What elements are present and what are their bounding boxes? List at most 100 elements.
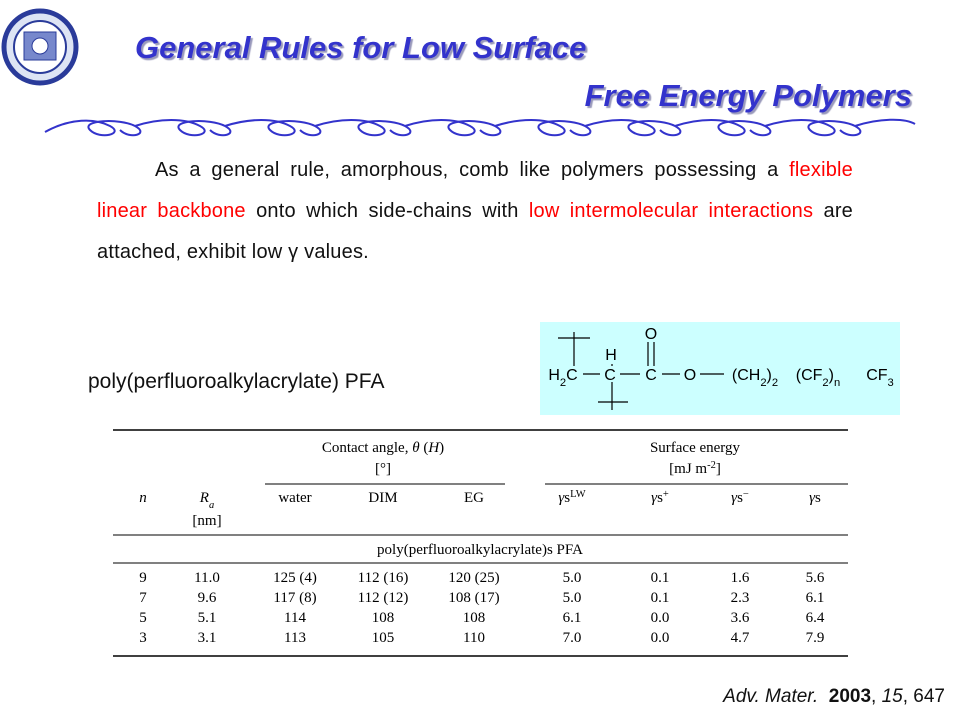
text-run: , <box>871 686 882 707</box>
text: [mJ m-2] <box>669 460 721 478</box>
text-run: water <box>278 490 311 506</box>
text: 11.0 <box>194 570 220 586</box>
text-run: θ <box>412 440 420 456</box>
text-run: ] <box>716 461 721 477</box>
text-run: 2 <box>560 377 566 389</box>
text-run: Contact angle, <box>322 440 412 456</box>
text: DIM <box>368 490 397 506</box>
text-run: n <box>139 490 147 506</box>
text-run: s <box>815 490 821 506</box>
text-run <box>818 686 829 707</box>
text: 5.0 <box>563 590 582 606</box>
text: 112 (12) <box>358 590 409 606</box>
text: 6.1 <box>806 590 825 606</box>
text-run: C <box>645 367 657 384</box>
paragraph: As a general rule, amorphous, comb like … <box>97 150 853 273</box>
text: Surface energy <box>650 440 741 456</box>
text: 7.9 <box>806 630 825 646</box>
text: 6.4 <box>806 610 825 626</box>
text: (CF2)n <box>796 367 840 389</box>
text-run: ) <box>439 440 444 456</box>
text: 0.1 <box>651 570 670 586</box>
text: γs− <box>731 489 749 507</box>
text-run: H <box>427 440 440 456</box>
text: 0.0 <box>651 630 670 646</box>
text-run: EG <box>464 490 484 506</box>
text: [°] <box>375 461 391 477</box>
title-line: General Rules for Low Surface <box>135 30 587 65</box>
text-run: onto which side-chains with <box>245 200 529 222</box>
text-run: 2 <box>760 377 766 389</box>
text-run: LW <box>570 489 586 500</box>
text: 0.0 <box>651 610 670 626</box>
text-run: -2 <box>707 460 716 471</box>
title-line: Free Energy Polymers <box>584 78 912 113</box>
text-run: CF <box>866 367 888 384</box>
text: 5.1 <box>198 610 217 626</box>
text: 9 <box>139 570 147 586</box>
text-run: As a general rule, amorphous, comb like … <box>155 159 790 181</box>
text-run: H <box>605 347 617 364</box>
text: 3.6 <box>731 610 750 626</box>
text: 0.1 <box>651 590 670 606</box>
text-run: flexible linear backbone <box>97 159 853 222</box>
text-run: n <box>834 377 840 389</box>
logo <box>1 8 79 86</box>
text: EG <box>464 490 484 506</box>
text: 108 <box>372 610 395 626</box>
text: CF3 <box>866 367 894 389</box>
text: (CH2)2 <box>732 367 778 389</box>
text: 113 <box>284 630 306 646</box>
text-run: , 647 <box>902 686 945 707</box>
text: 5.0 <box>563 570 582 586</box>
text-run: O <box>684 367 696 384</box>
text: 9.6 <box>198 590 217 606</box>
text: [nm] <box>192 513 221 529</box>
text: 6.1 <box>563 610 582 626</box>
text-run: γ <box>651 490 658 506</box>
text-run: 3 <box>888 377 894 389</box>
figure-label: poly(perfluoroalkylacrylate) PFA <box>88 370 385 393</box>
text: 2.3 <box>731 590 750 606</box>
text: γs <box>809 490 821 506</box>
text-run: − <box>743 489 749 500</box>
text: water <box>278 490 311 506</box>
text-run: 2003 <box>828 686 872 707</box>
structure-box <box>540 322 900 415</box>
table-rules <box>113 429 848 657</box>
text-run: a <box>209 500 214 511</box>
text-run: C <box>566 367 578 384</box>
text-run: (CF <box>796 367 823 384</box>
text: poly(perfluoroalkylacrylate)s PFA <box>377 542 583 558</box>
text: 3.1 <box>198 630 217 646</box>
text-run: R <box>199 490 209 506</box>
text-run: ) <box>767 367 772 384</box>
text-run: [mJ m <box>669 461 707 477</box>
text: 3 <box>139 630 147 646</box>
text: 7.0 <box>563 630 582 646</box>
text: 120 (25) <box>448 570 499 586</box>
text-run: γ <box>558 490 565 506</box>
text-run: H <box>548 367 560 384</box>
text-run: s <box>737 490 743 506</box>
text-run: are attached, exhibit low γ values. <box>97 200 853 263</box>
text: n <box>139 490 147 506</box>
text: 108 <box>463 610 486 626</box>
text: 1.6 <box>731 570 750 586</box>
text: O <box>684 367 696 384</box>
text: 117 (8) <box>273 590 316 606</box>
text: 7 <box>139 590 147 606</box>
text: 108 (17) <box>448 590 499 606</box>
text-run: + <box>663 489 669 500</box>
text: 125 (4) <box>273 570 317 586</box>
text: Contact angle, θ (H) <box>322 440 444 456</box>
text: 4.7 <box>731 630 750 646</box>
text-run: γ <box>731 490 738 506</box>
text-run: γ <box>809 490 816 506</box>
text: C <box>604 367 616 384</box>
table: Contact angle, θ (H) [°] Surface energy [mJ… <box>139 440 825 646</box>
wavy-rule <box>44 118 916 137</box>
text-run: [nm] <box>192 513 221 529</box>
